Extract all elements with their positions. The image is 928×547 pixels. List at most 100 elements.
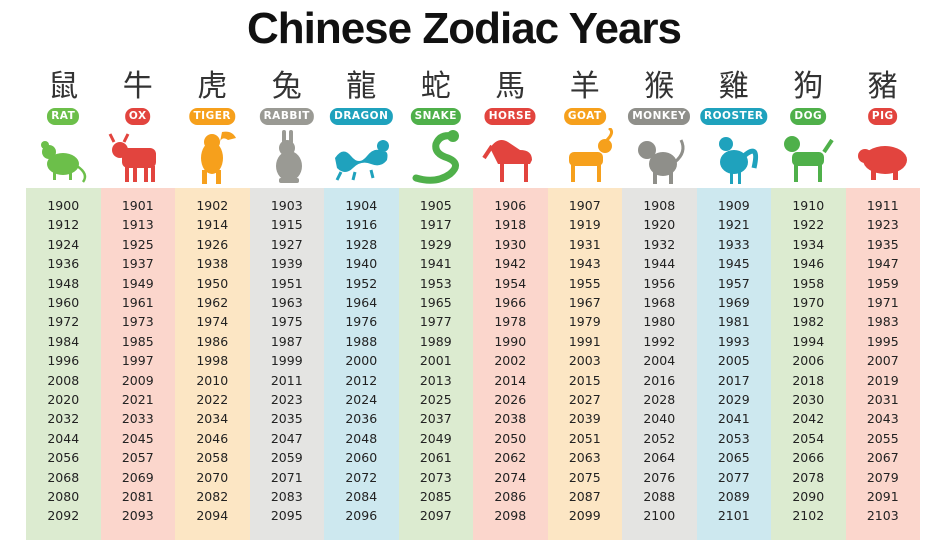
year-cell: 2038 <box>494 411 527 427</box>
year-cell: 1939 <box>270 256 303 272</box>
year-cell: 1926 <box>196 236 229 252</box>
year-cell: 1940 <box>345 256 378 272</box>
years-list: 1900 1912 1924 1936 1948 1960 1972 1984 1996 2008… <box>26 188 101 540</box>
year-cell: 2098 <box>494 508 527 524</box>
zodiac-header-snake: 蛇 SNAKE <box>398 66 473 188</box>
year-cell: 1946 <box>792 256 825 272</box>
years-list: 1901 1913 1925 1937 1949 1961 1973 1985 1997 2009… <box>100 188 175 540</box>
zodiac-column-horse: 馬 HORSE 1906 1918 1930 1942 1954 1966 1978 1990 20… <box>473 66 548 540</box>
year-cell: 1900 <box>47 198 80 213</box>
zodiac-header-dog: 狗 DOG <box>771 66 846 188</box>
year-cell: 2021 <box>121 392 154 407</box>
zodiac-header-ox: 牛 OX <box>100 66 175 188</box>
year-cell: 2049 <box>419 430 452 446</box>
year-cell: 2088 <box>643 489 676 504</box>
year-cell: 1968 <box>643 295 676 310</box>
monkey-icon <box>638 139 685 184</box>
year-cell: 2014 <box>494 372 527 388</box>
year-cell: 1941 <box>419 256 452 272</box>
zodiac-column-rabbit: 兔 RABBIT 1903 1915 1927 1939 1951 1963 1975 1987 1… <box>249 66 324 540</box>
year-cell: 2095 <box>270 508 303 524</box>
year-cell: 1931 <box>568 236 601 252</box>
year-cell: 2067 <box>866 450 899 466</box>
year-cell: 2026 <box>494 392 527 407</box>
year-cell: 1957 <box>717 275 750 291</box>
hanzi-character: 鼠 <box>48 69 79 104</box>
year-cell: 2005 <box>717 353 750 369</box>
horse-icon <box>482 140 533 182</box>
year-cell: 1945 <box>717 256 750 272</box>
dog-icon <box>784 136 834 182</box>
goat-icon <box>568 128 613 182</box>
hanzi-character: 羊 <box>569 69 600 104</box>
year-cell: 2006 <box>792 353 825 369</box>
year-cell: 1976 <box>345 314 378 330</box>
years-list: 1910 1922 1934 1946 1958 1970 1982 1994 2006 2018… <box>771 188 846 540</box>
year-cell: 2004 <box>643 353 676 369</box>
year-cell: 1904 <box>345 198 378 213</box>
year-cell: 1983 <box>866 314 899 330</box>
year-cell: 2028 <box>643 392 676 407</box>
year-cell: 2037 <box>419 411 452 427</box>
year-cell: 2061 <box>419 450 452 466</box>
year-cell: 2044 <box>47 430 80 446</box>
year-cell: 2099 <box>568 508 601 524</box>
year-cell: 2029 <box>717 392 750 407</box>
year-cell: 2008 <box>47 372 80 388</box>
year-cell: 1998 <box>196 353 229 369</box>
year-cell: 1951 <box>270 275 303 291</box>
zodiac-table: 鼠 RAT 1900 1912 1924 1936 1948 1960 1972 1984 1996… <box>26 66 920 540</box>
year-cell: 2003 <box>568 353 601 369</box>
year-cell: 1952 <box>345 275 378 291</box>
year-cell: 1950 <box>196 275 229 291</box>
year-cell: 1918 <box>494 217 527 233</box>
year-cell: 1917 <box>419 217 452 233</box>
sign-name-badge: DOG <box>790 108 827 125</box>
hanzi-character: 雞 <box>718 69 749 104</box>
year-cell: 1971 <box>866 295 899 310</box>
sign-name-badge: MONKEY <box>628 108 691 125</box>
year-cell: 1954 <box>494 275 527 291</box>
year-cell: 2022 <box>196 392 229 407</box>
zodiac-header-rooster: 雞 ROOSTER <box>696 66 771 188</box>
year-cell: 2040 <box>643 411 676 427</box>
zodiac-column-ox: 牛 OX 1901 1913 1925 1937 1949 1961 1973 1985 1997 2… <box>100 66 175 540</box>
snake-icon <box>412 130 459 184</box>
year-cell: 1981 <box>717 314 750 330</box>
years-list: 1909 1921 1933 1945 1957 1969 1981 1993 2005 2017… <box>696 188 771 540</box>
zodiac-header-goat: 羊 GOAT <box>547 66 622 188</box>
hanzi-character: 虎 <box>197 69 228 104</box>
sign-name-badge: SNAKE <box>410 108 461 125</box>
years-list: 1906 1918 1930 1942 1954 1966 1978 1990 2002 2014… <box>473 188 548 540</box>
year-cell: 1997 <box>121 353 154 369</box>
year-cell: 1937 <box>121 256 154 272</box>
year-cell: 1989 <box>419 333 452 349</box>
zodiac-column-dragon: 龍 DRAGON 1904 1916 1928 1940 1952 1964 1976 1988 2… <box>324 66 399 540</box>
year-cell: 1972 <box>47 314 80 330</box>
year-cell: 2058 <box>196 450 229 466</box>
year-cell: 2016 <box>643 372 676 388</box>
year-cell: 2093 <box>121 508 154 524</box>
sign-name-badge: DRAGON <box>330 108 393 125</box>
year-cell: 1966 <box>494 295 527 310</box>
year-cell: 1958 <box>792 275 825 291</box>
zodiac-column-tiger: 虎 TIGER 1902 1914 1926 1938 1950 1962 1974 1986 19… <box>175 66 250 540</box>
hanzi-character: 龍 <box>346 69 377 104</box>
year-cell: 2094 <box>196 508 229 524</box>
zodiac-column-rooster: 雞 ROOSTER 1909 1921 1933 1945 1957 1969 1981 1993… <box>696 66 771 540</box>
year-cell: 2065 <box>717 450 750 466</box>
year-cell: 2072 <box>345 469 378 485</box>
year-cell: 2053 <box>717 430 750 446</box>
year-cell: 1973 <box>121 314 154 330</box>
year-cell: 2015 <box>568 372 601 388</box>
year-cell: 1920 <box>643 217 676 233</box>
year-cell: 1975 <box>270 314 303 330</box>
rabbit-icon <box>275 130 302 183</box>
year-cell: 2064 <box>643 450 676 466</box>
zodiac-header-rabbit: 兔 RABBIT <box>249 66 324 188</box>
year-cell: 1960 <box>47 295 80 310</box>
year-cell: 1990 <box>494 333 527 349</box>
year-cell: 2060 <box>345 450 378 466</box>
zodiac-column-snake: 蛇 SNAKE 1905 1917 1929 1941 1953 1965 1977 1989 20… <box>398 66 473 540</box>
year-cell: 2078 <box>792 469 825 485</box>
